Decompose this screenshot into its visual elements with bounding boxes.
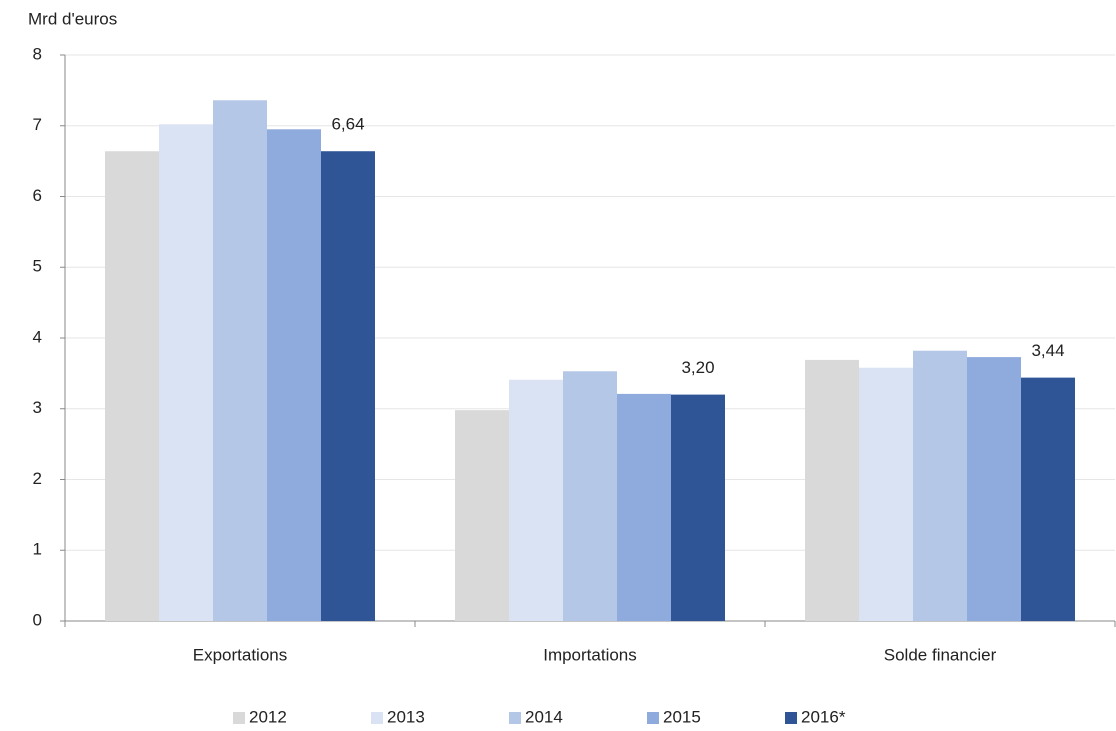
legend-label: 2012 xyxy=(249,707,287,726)
bar xyxy=(1021,377,1075,621)
legend-label: 2016* xyxy=(801,707,846,726)
bar xyxy=(159,124,213,622)
legend-swatch xyxy=(647,712,659,724)
y-tick-label: 6 xyxy=(33,186,42,205)
x-tick-label: Importations xyxy=(543,645,637,664)
y-tick-label: 8 xyxy=(33,44,42,63)
y-unit-label: Mrd d'euros xyxy=(28,9,117,28)
bar xyxy=(267,129,321,621)
y-tick-label: 0 xyxy=(33,610,42,629)
bar xyxy=(671,394,725,621)
y-tick-label: 4 xyxy=(33,327,42,346)
legend-swatch xyxy=(785,712,797,724)
legend-label: 2014 xyxy=(525,707,563,726)
y-tick-label: 5 xyxy=(33,257,42,276)
bar xyxy=(509,379,563,621)
legend-swatch xyxy=(233,712,245,724)
bar xyxy=(913,350,967,621)
bar xyxy=(563,371,617,621)
data-label: 3,20 xyxy=(681,358,714,377)
bar xyxy=(213,100,267,621)
y-tick-label: 3 xyxy=(33,398,42,417)
bar xyxy=(617,393,671,621)
bar xyxy=(105,151,159,621)
bar xyxy=(967,357,1021,621)
bar xyxy=(859,367,913,621)
x-tick-label: Exportations xyxy=(193,645,288,664)
y-tick-label: 7 xyxy=(33,115,42,134)
y-tick-label: 2 xyxy=(33,469,42,488)
legend-label: 2013 xyxy=(387,707,425,726)
x-tick-label: Solde financier xyxy=(884,645,997,664)
legend-swatch xyxy=(371,712,383,724)
bar xyxy=(455,410,509,621)
legend-swatch xyxy=(509,712,521,724)
legend-label: 2015 xyxy=(663,707,701,726)
data-label: 3,44 xyxy=(1031,341,1064,360)
bar xyxy=(321,151,375,621)
data-label: 6,64 xyxy=(331,115,364,134)
y-tick-label: 1 xyxy=(33,540,42,559)
bar xyxy=(805,359,859,621)
